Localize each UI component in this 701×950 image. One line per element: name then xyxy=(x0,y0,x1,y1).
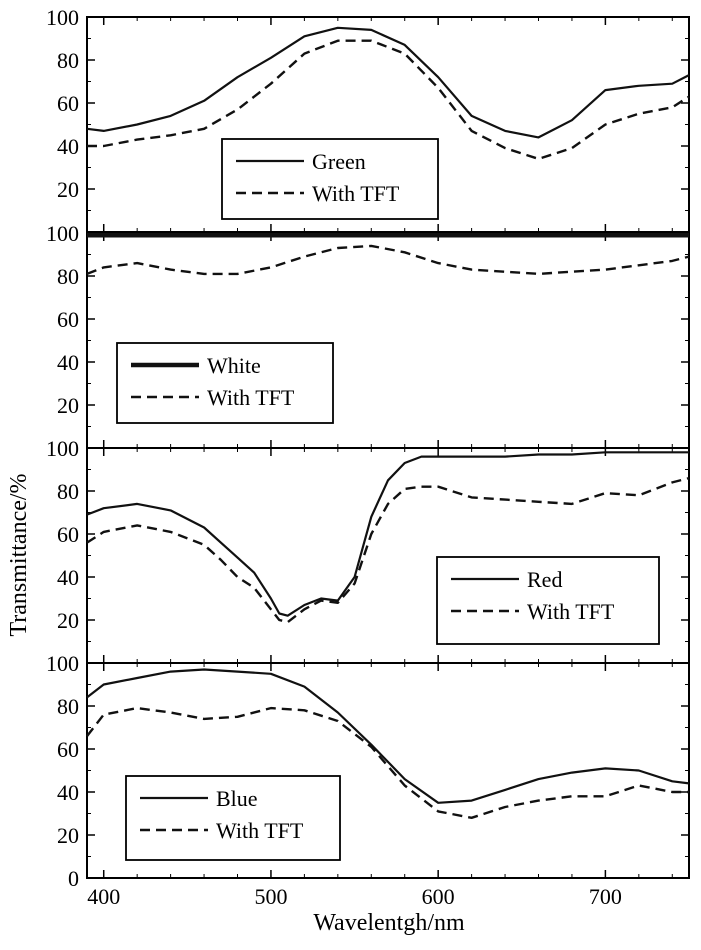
y-tick-label: 40 xyxy=(57,134,79,159)
y-tick-label: 80 xyxy=(57,694,79,719)
y-tick-label: 20 xyxy=(57,823,79,848)
y-tick-label: 0 xyxy=(68,866,79,891)
panel-white: 20 40 60 80 100 White With TFT xyxy=(46,221,690,449)
panel-blue: 0 20 40 60 80 100 Blue With TFT 400 500 600 700 xyxy=(46,651,690,909)
legend: White With TFT xyxy=(116,342,334,424)
legend-box xyxy=(221,138,439,220)
panel-red: 20 40 60 80 100 Red With TFT xyxy=(46,436,690,664)
legend-label: With TFT xyxy=(207,385,295,410)
x-tick-label: 500 xyxy=(254,884,287,909)
y-tick-label: 100 xyxy=(46,5,79,30)
legend-box xyxy=(125,775,341,861)
legend: Green With TFT xyxy=(221,138,439,220)
y-tick-label: 80 xyxy=(57,479,79,504)
y-tick-label: 100 xyxy=(46,651,79,676)
x-tick-label: 700 xyxy=(589,884,622,909)
series-with-tft xyxy=(86,706,689,819)
series-red xyxy=(86,451,689,617)
legend-label: With TFT xyxy=(527,599,615,624)
panel-green: 20 40 60 80 100 Green With TFT xyxy=(46,5,690,233)
y-tick-label: 100 xyxy=(46,436,79,461)
y-axis-title: Transmittance/% xyxy=(6,473,32,636)
legend-label: Red xyxy=(527,567,562,592)
y-tick-label: 60 xyxy=(57,737,79,762)
y-tick-label: 40 xyxy=(57,780,79,805)
y-tick-label: 60 xyxy=(57,307,79,332)
series-with-tft xyxy=(87,39,690,161)
y-tick-label: 40 xyxy=(57,350,79,375)
series-blue xyxy=(86,668,690,804)
x-tick-label: 400 xyxy=(87,884,120,909)
x-axis-title: Wavelentgh/nm xyxy=(313,910,465,936)
legend-label: Blue xyxy=(216,786,258,811)
legend-label: With TFT xyxy=(312,181,400,206)
y-tick-label: 100 xyxy=(46,221,79,246)
legend-label: White xyxy=(207,353,261,378)
y-tick-label: 20 xyxy=(57,393,79,418)
y-tick-label: 80 xyxy=(57,48,79,73)
legend-box xyxy=(436,556,660,645)
series-green xyxy=(86,26,690,139)
y-tick-label: 60 xyxy=(57,91,79,116)
series-with-tft xyxy=(86,244,690,276)
y-tick-label: 20 xyxy=(57,177,79,202)
chart-panels: 20 40 60 80 100 Green With TFT 20 40 60 80 100 White… xyxy=(46,5,690,909)
legend-box xyxy=(116,342,334,424)
series-with-tft xyxy=(86,476,690,624)
legend: Red With TFT xyxy=(436,556,660,645)
legend: Blue With TFT xyxy=(125,775,341,861)
y-tick-label: 40 xyxy=(57,565,79,590)
legend-label: With TFT xyxy=(216,818,304,843)
y-tick-label: 60 xyxy=(57,522,79,547)
legend-label: Green xyxy=(312,149,366,174)
y-tick-label: 80 xyxy=(57,264,79,289)
x-tick-label: 600 xyxy=(422,884,455,909)
y-tick-label: 20 xyxy=(57,608,79,633)
